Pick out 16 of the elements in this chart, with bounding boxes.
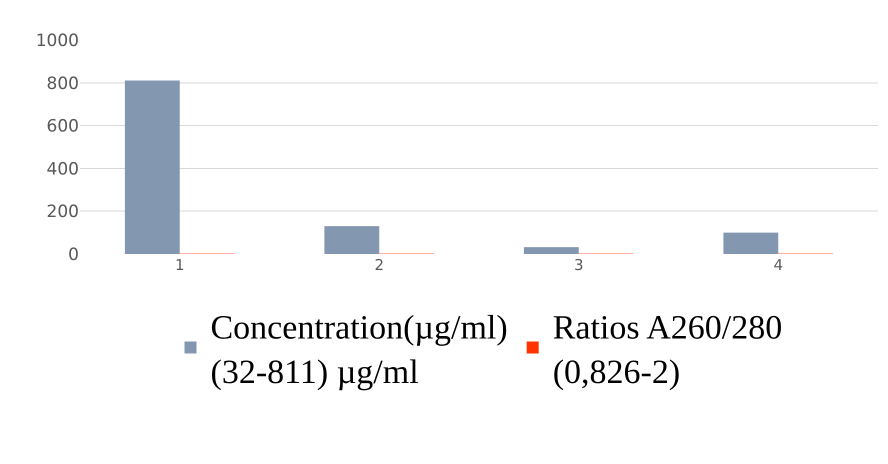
bar xyxy=(324,226,380,254)
y-tick-label: 400 xyxy=(46,159,79,180)
legend-label: Ratios A260/280 (0,826-2) xyxy=(552,310,782,391)
bar xyxy=(524,247,579,254)
x-tick-label: 3 xyxy=(574,256,584,274)
y-tick-label: 600 xyxy=(46,116,79,137)
y-tick-label: 0 xyxy=(68,244,79,265)
x-tick-label: 1 xyxy=(174,256,185,274)
y-tick-label: 200 xyxy=(46,202,79,222)
y-tick-label: 800 xyxy=(46,74,79,94)
y-tick-label: 1000 xyxy=(36,30,79,51)
bar xyxy=(723,232,778,254)
legend-label: Concentration(µg/ml) (32-811) µg/ml xyxy=(210,310,508,391)
bar xyxy=(124,80,180,254)
x-tick-label: 4 xyxy=(773,256,784,274)
x-tick-label: 2 xyxy=(374,256,384,274)
